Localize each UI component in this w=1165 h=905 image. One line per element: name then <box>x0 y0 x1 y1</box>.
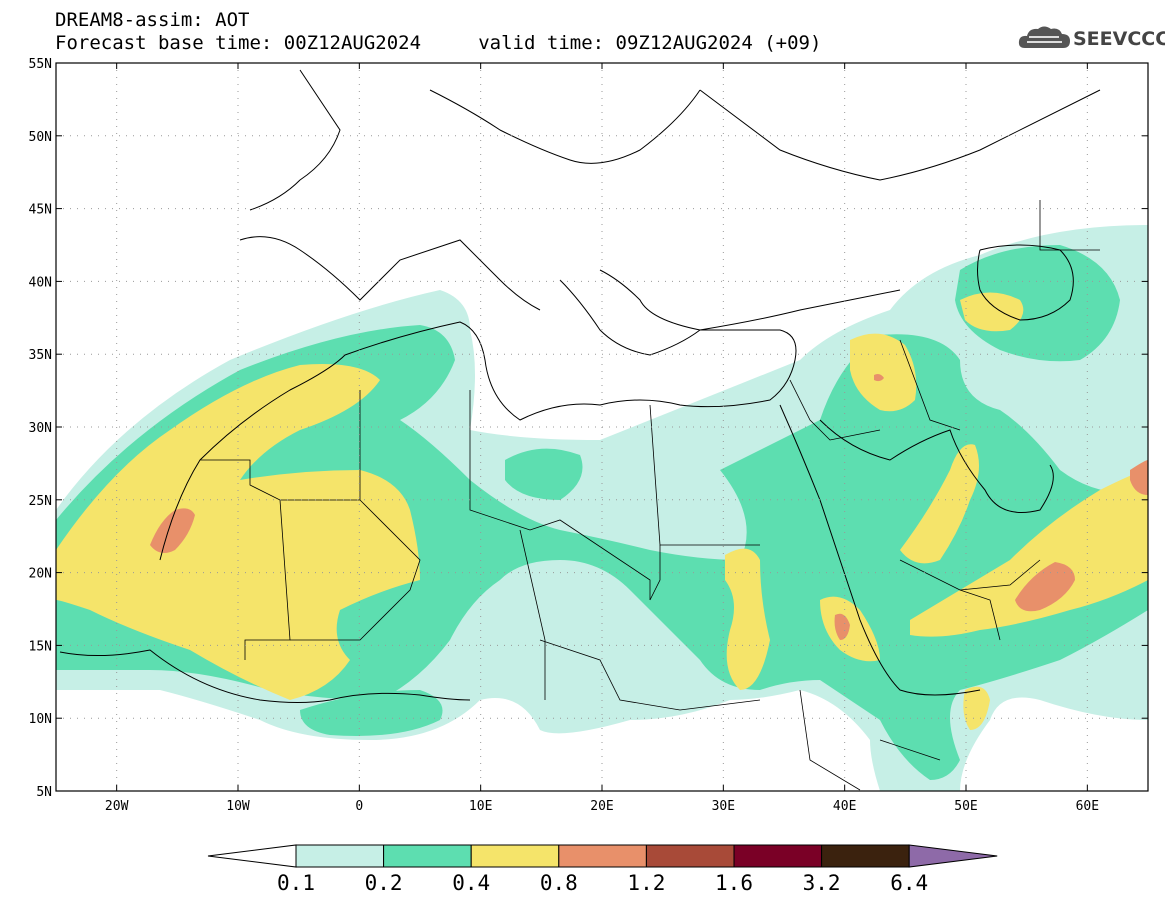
lon-tick-label: 0 <box>355 799 363 814</box>
lon-tick-label: 60E <box>1076 799 1099 814</box>
lat-tick-label: 15N <box>29 639 52 654</box>
aot-field <box>56 225 1148 791</box>
colorbar-swatch <box>733 844 823 868</box>
colorbar-over-arrow <box>908 844 998 868</box>
colorbar-label: 6.4 <box>890 871 929 895</box>
colorbar-swatch <box>821 844 910 868</box>
lat-tick-label: 25N <box>29 494 52 509</box>
lat-tick-label: 40N <box>29 275 52 290</box>
lon-tick-label: 20E <box>590 799 613 814</box>
colorbar-label: 1.6 <box>715 871 753 895</box>
colorbar-label: 0.8 <box>539 871 578 895</box>
lon-tick-label: 50E <box>954 799 977 814</box>
colorbar-label: 1.2 <box>627 871 666 895</box>
lon-tick-label: 10W <box>226 799 250 814</box>
lat-tick-label: 5N <box>36 785 52 800</box>
lat-tick-label: 55N <box>29 57 52 72</box>
colorbar-swatch <box>383 844 472 868</box>
logo-text: SEEVCCC <box>1073 28 1165 50</box>
colorbar-swatch <box>295 844 385 868</box>
lat-tick-label: 45N <box>29 203 52 218</box>
cloud-icon <box>1018 26 1070 48</box>
lat-tick-label: 50N <box>29 130 52 145</box>
country-borders <box>200 200 1100 791</box>
colorbar-swatch <box>645 844 735 868</box>
axis-ticks: 20W 10W 0 10E 20E 30E 40E 50E 60E 55N 50N 45N 40N 35N… <box>29 57 1148 814</box>
forecast-time-line: Forecast base time: 00Z12AUG2024 valid t… <box>55 32 822 54</box>
colorbar-swatch <box>558 844 647 868</box>
colorbar-label: 0.4 <box>452 871 491 895</box>
lat-tick-label: 10N <box>29 712 52 727</box>
aot-level-0.8 <box>150 374 1148 640</box>
graticule <box>56 63 1148 791</box>
colorbar-label: 0.1 <box>277 871 315 895</box>
colorbar-label: 3.2 <box>802 871 841 895</box>
lat-tick-label: 20N <box>29 567 52 582</box>
lon-tick-label: 20W <box>105 799 129 814</box>
lat-tick-label: 35N <box>29 348 52 363</box>
lon-tick-label: 30E <box>712 799 735 814</box>
lat-tick-label: 30N <box>29 421 52 436</box>
map-title: DREAM8-assim: AOT <box>55 9 250 31</box>
lon-tick-label: 40E <box>833 799 856 814</box>
lon-tick-label: 10E <box>469 799 492 814</box>
seevccc-logo: SEEVCCC <box>1017 22 1165 56</box>
colorbar-label: 0.2 <box>364 871 403 895</box>
colorbar-swatch <box>470 844 560 868</box>
coastlines <box>59 69 1101 703</box>
colorbar <box>207 844 998 868</box>
colorbar-under-arrow <box>207 844 297 868</box>
